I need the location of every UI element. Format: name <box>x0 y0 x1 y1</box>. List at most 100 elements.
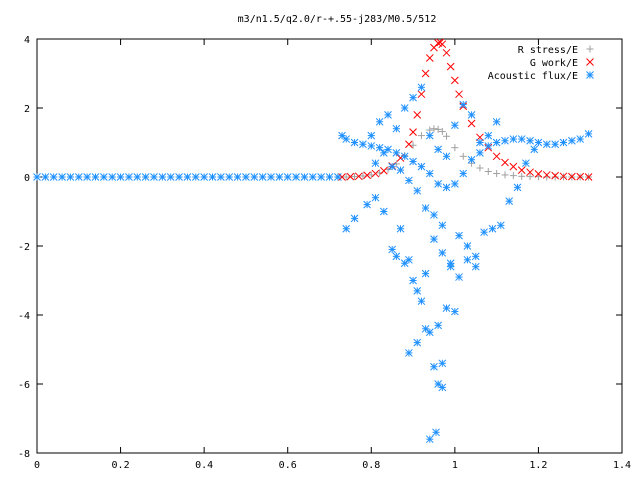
data-point <box>250 173 259 181</box>
data-point <box>375 143 384 152</box>
data-point <box>379 207 388 216</box>
data-point <box>417 162 426 171</box>
data-point <box>476 164 484 172</box>
data-point <box>438 383 447 392</box>
data-point <box>334 173 342 181</box>
data-point <box>267 173 275 181</box>
data-point <box>584 173 593 181</box>
data-point <box>509 172 517 180</box>
data-point <box>451 307 459 316</box>
data-point <box>534 170 543 178</box>
data-point <box>559 172 568 181</box>
data-point <box>371 169 380 178</box>
data-point <box>350 214 359 223</box>
legend-label: Acoustic flux/E <box>488 71 578 82</box>
data-point <box>526 168 534 177</box>
data-point <box>292 173 300 181</box>
data-point <box>74 173 83 181</box>
data-point <box>141 173 150 181</box>
data-point <box>467 155 476 164</box>
data-point <box>66 173 75 181</box>
data-point <box>459 169 468 178</box>
data-point <box>49 173 58 181</box>
data-point <box>501 171 509 179</box>
data-point <box>396 166 405 174</box>
data-point <box>438 221 447 230</box>
data-point <box>480 228 488 237</box>
legend-label: G work/E <box>530 58 578 69</box>
data-point <box>451 180 459 188</box>
y-tick-label: 0 <box>24 173 30 184</box>
data-point <box>576 135 585 143</box>
data-point <box>526 173 534 181</box>
data-point <box>392 124 401 133</box>
data-point <box>522 159 530 168</box>
data-point <box>405 255 413 264</box>
data-point <box>363 171 371 180</box>
data-point <box>467 119 476 128</box>
data-point <box>351 173 359 181</box>
data-point <box>175 173 183 181</box>
data-point <box>455 273 463 281</box>
data-point <box>484 131 493 140</box>
data-point <box>451 76 459 85</box>
data-point <box>317 173 325 181</box>
y-tick-label: 2 <box>24 104 30 115</box>
data-point <box>283 173 292 181</box>
data-point <box>463 242 472 250</box>
data-point <box>484 167 492 175</box>
x-tick-label: 1.4 <box>613 460 631 471</box>
data-point <box>371 193 380 202</box>
data-point <box>150 173 158 181</box>
data-point <box>409 276 417 285</box>
x-tick-label: 0.8 <box>362 460 380 471</box>
data-point <box>442 152 451 161</box>
data-point <box>133 173 142 181</box>
data-point <box>542 171 551 179</box>
data-point <box>384 145 392 154</box>
data-point <box>492 152 501 161</box>
data-point <box>459 152 467 160</box>
data-point <box>367 131 376 140</box>
data-point <box>417 90 426 99</box>
chart-title: m3/n1.5/q2.0/r-+.55-j283/M0.5/512 <box>238 14 437 25</box>
data-point <box>100 173 108 181</box>
data-point <box>442 304 451 312</box>
data-point <box>217 173 225 181</box>
data-point <box>158 173 167 181</box>
data-point <box>275 173 284 181</box>
data-point <box>451 144 459 152</box>
data-point <box>438 40 447 49</box>
data-point <box>488 224 497 233</box>
data-point <box>388 162 397 171</box>
data-point <box>476 138 484 147</box>
data-point <box>379 166 388 175</box>
data-point <box>225 173 234 181</box>
data-point <box>342 135 351 143</box>
x-tick-label: 0.4 <box>195 460 213 471</box>
data-point <box>233 173 242 181</box>
data-point <box>434 180 442 188</box>
data-point <box>91 173 100 181</box>
data-point <box>438 249 447 257</box>
data-point <box>517 135 526 143</box>
data-point <box>308 173 317 181</box>
data-point <box>492 117 501 126</box>
data-point <box>354 172 363 181</box>
data-point <box>509 135 518 143</box>
data-point <box>83 173 91 181</box>
data-point <box>526 136 534 145</box>
data-point <box>568 136 576 145</box>
data-point <box>258 173 267 181</box>
data-point <box>425 328 434 337</box>
data-point <box>405 176 413 185</box>
data-point <box>421 204 430 212</box>
data-point <box>551 140 559 149</box>
data-point <box>413 111 422 119</box>
data-point <box>400 259 409 268</box>
data-point <box>493 170 501 178</box>
data-point <box>166 173 175 181</box>
data-point <box>359 172 367 180</box>
data-point <box>467 111 476 119</box>
data-point <box>350 138 359 147</box>
